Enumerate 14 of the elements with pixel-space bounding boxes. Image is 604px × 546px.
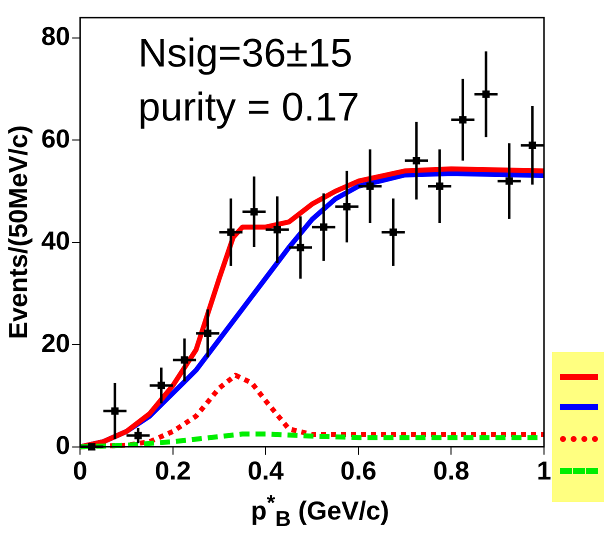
x-tick-label: 0.6 [340,456,377,486]
x-tick-label: 1 [536,456,552,486]
x-tick-label: 0.4 [248,456,284,486]
annotation: purity = 0.17 [138,86,360,130]
y-tick-label: 60 [41,123,70,154]
annotation: Nsig=36±15 [138,32,352,76]
y-tick-label: 0 [56,430,70,460]
x-tick-label: 0.2 [154,456,191,486]
y-tick-label: 40 [41,226,70,256]
y-tick-label: 80 [41,21,70,52]
y-axis-title: Events/(50MeV/c) [2,125,33,340]
x-axis-title: p$^{*}$$_{B}$ (GeV/c) [250,490,390,532]
y-tick-label: 20 [41,328,70,358]
x-tick-label: 0.8 [433,456,470,486]
